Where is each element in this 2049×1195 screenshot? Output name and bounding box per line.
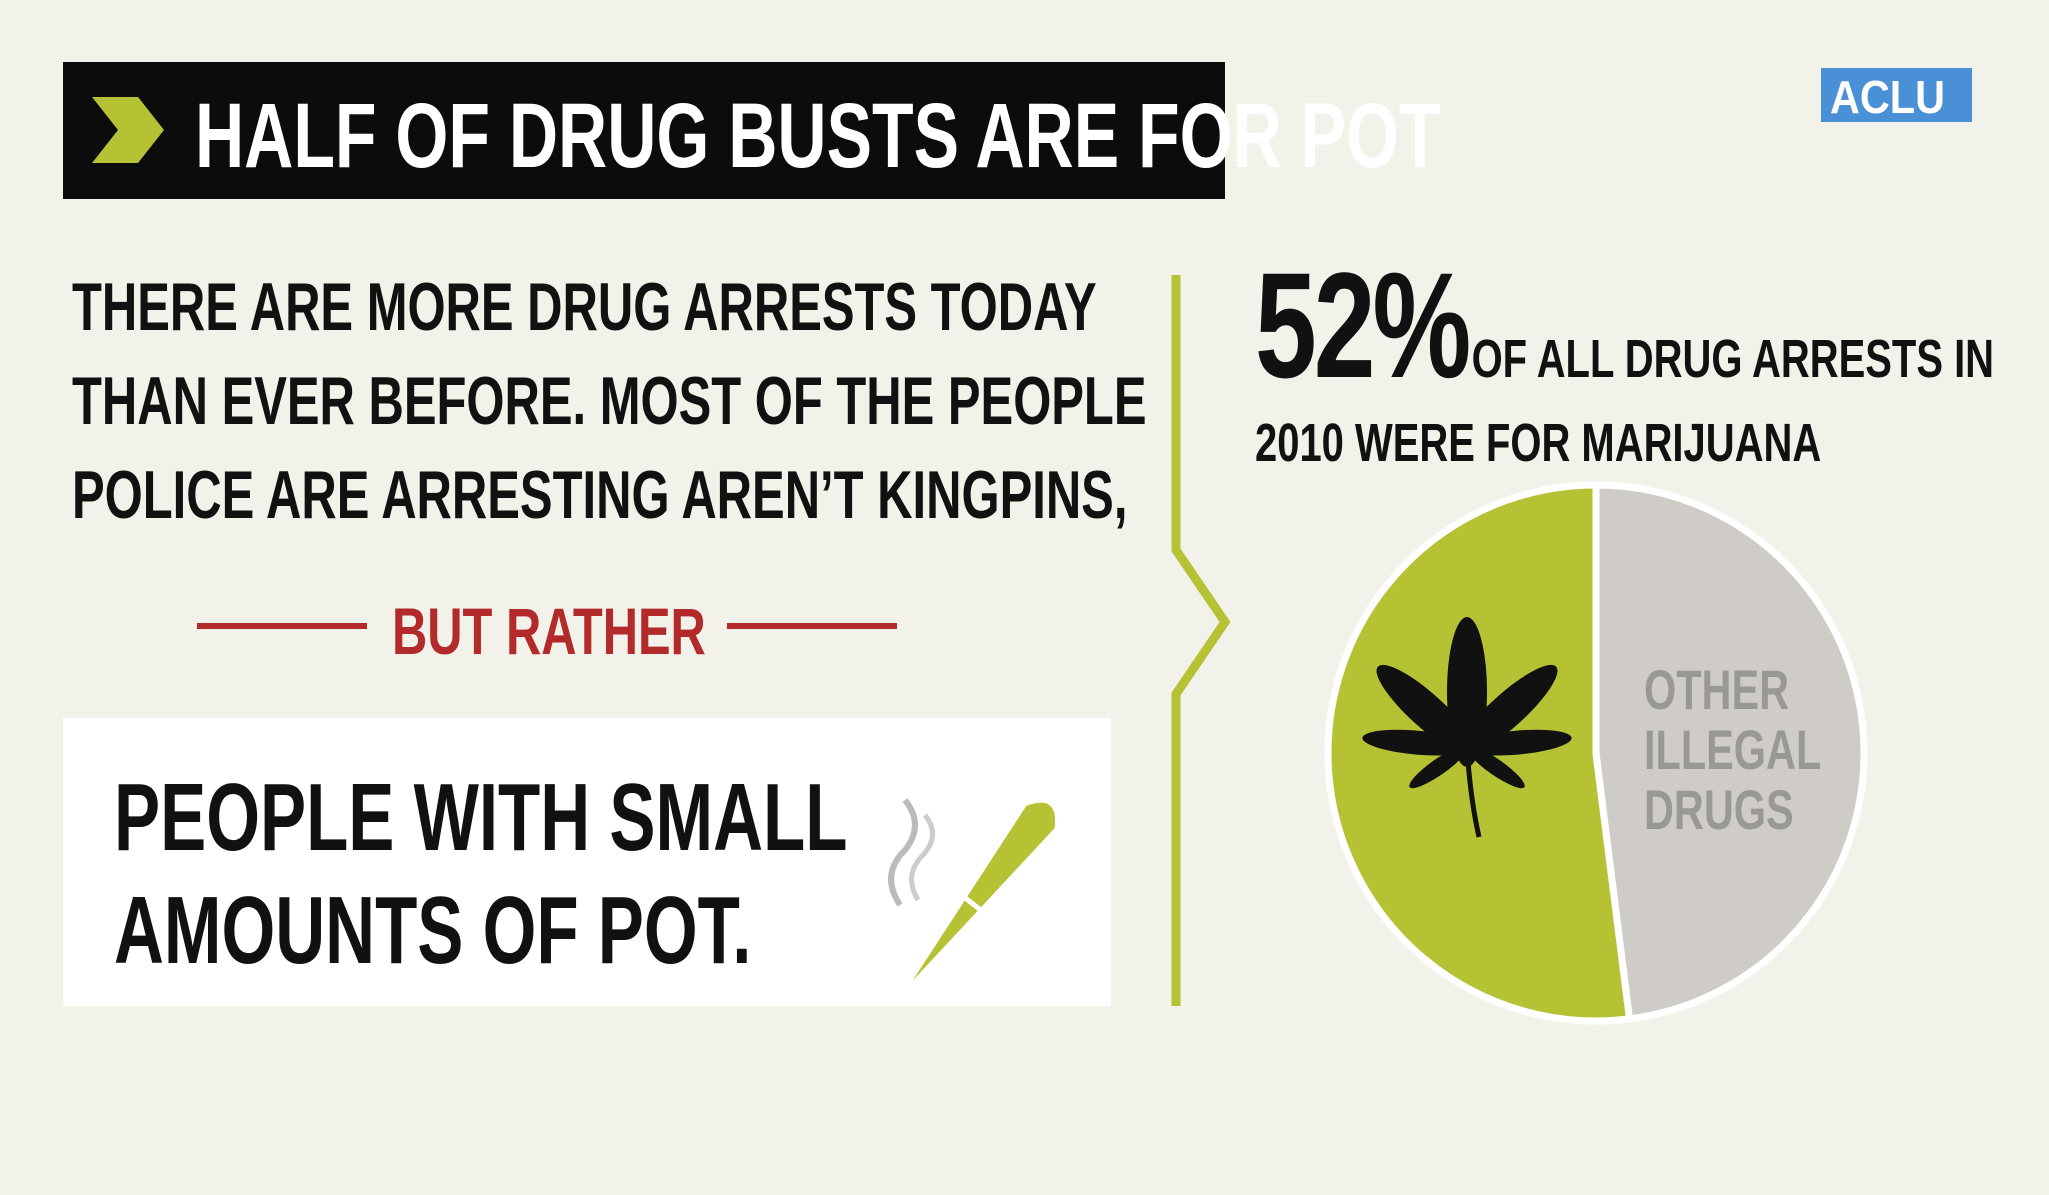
smoke bbox=[888, 798, 918, 907]
smoke bbox=[909, 813, 935, 902]
pie-slice bbox=[1592, 481, 1868, 1023]
logo-box bbox=[1821, 68, 1972, 122]
conclusion-line: AMOUNTS OF POT. bbox=[114, 877, 752, 984]
logo: ACLU bbox=[1830, 71, 1945, 123]
conclusion-line: PEOPLE WITH SMALL bbox=[114, 764, 848, 871]
header-title: HALF OF DRUG BUSTS ARE FOR POT bbox=[195, 85, 1441, 187]
divider-text: BUT RATHER bbox=[392, 594, 706, 668]
callout-box bbox=[63, 718, 1111, 1006]
joint-icon bbox=[888, 798, 1056, 981]
intro-line: THAN EVER BEFORE. MOST OF THE PEOPLE bbox=[72, 363, 1147, 439]
header-bar bbox=[63, 62, 1225, 199]
chart-heading: 52% OF ALL DRUG ARRESTS IN 2010 WERE FOR… bbox=[1255, 250, 1995, 492]
joint bbox=[912, 802, 1056, 981]
chevron bbox=[92, 97, 164, 163]
leaf-icon bbox=[1362, 617, 1572, 838]
intro-line: THERE ARE MORE DRUG ARRESTS TODAY bbox=[72, 269, 1097, 345]
intro-line: POLICE ARE ARRESTING AREN’T KINGPINS, bbox=[72, 457, 1128, 533]
separator bbox=[1171, 275, 1231, 1006]
chart-subtitle: OF ALL DRUG ARRESTS IN 2010 WERE FOR MAR… bbox=[1255, 329, 1995, 473]
value-label: 52% bbox=[1255, 241, 1471, 409]
slice-label: OTHER ILLEGAL DRUGS bbox=[1644, 660, 1821, 840]
